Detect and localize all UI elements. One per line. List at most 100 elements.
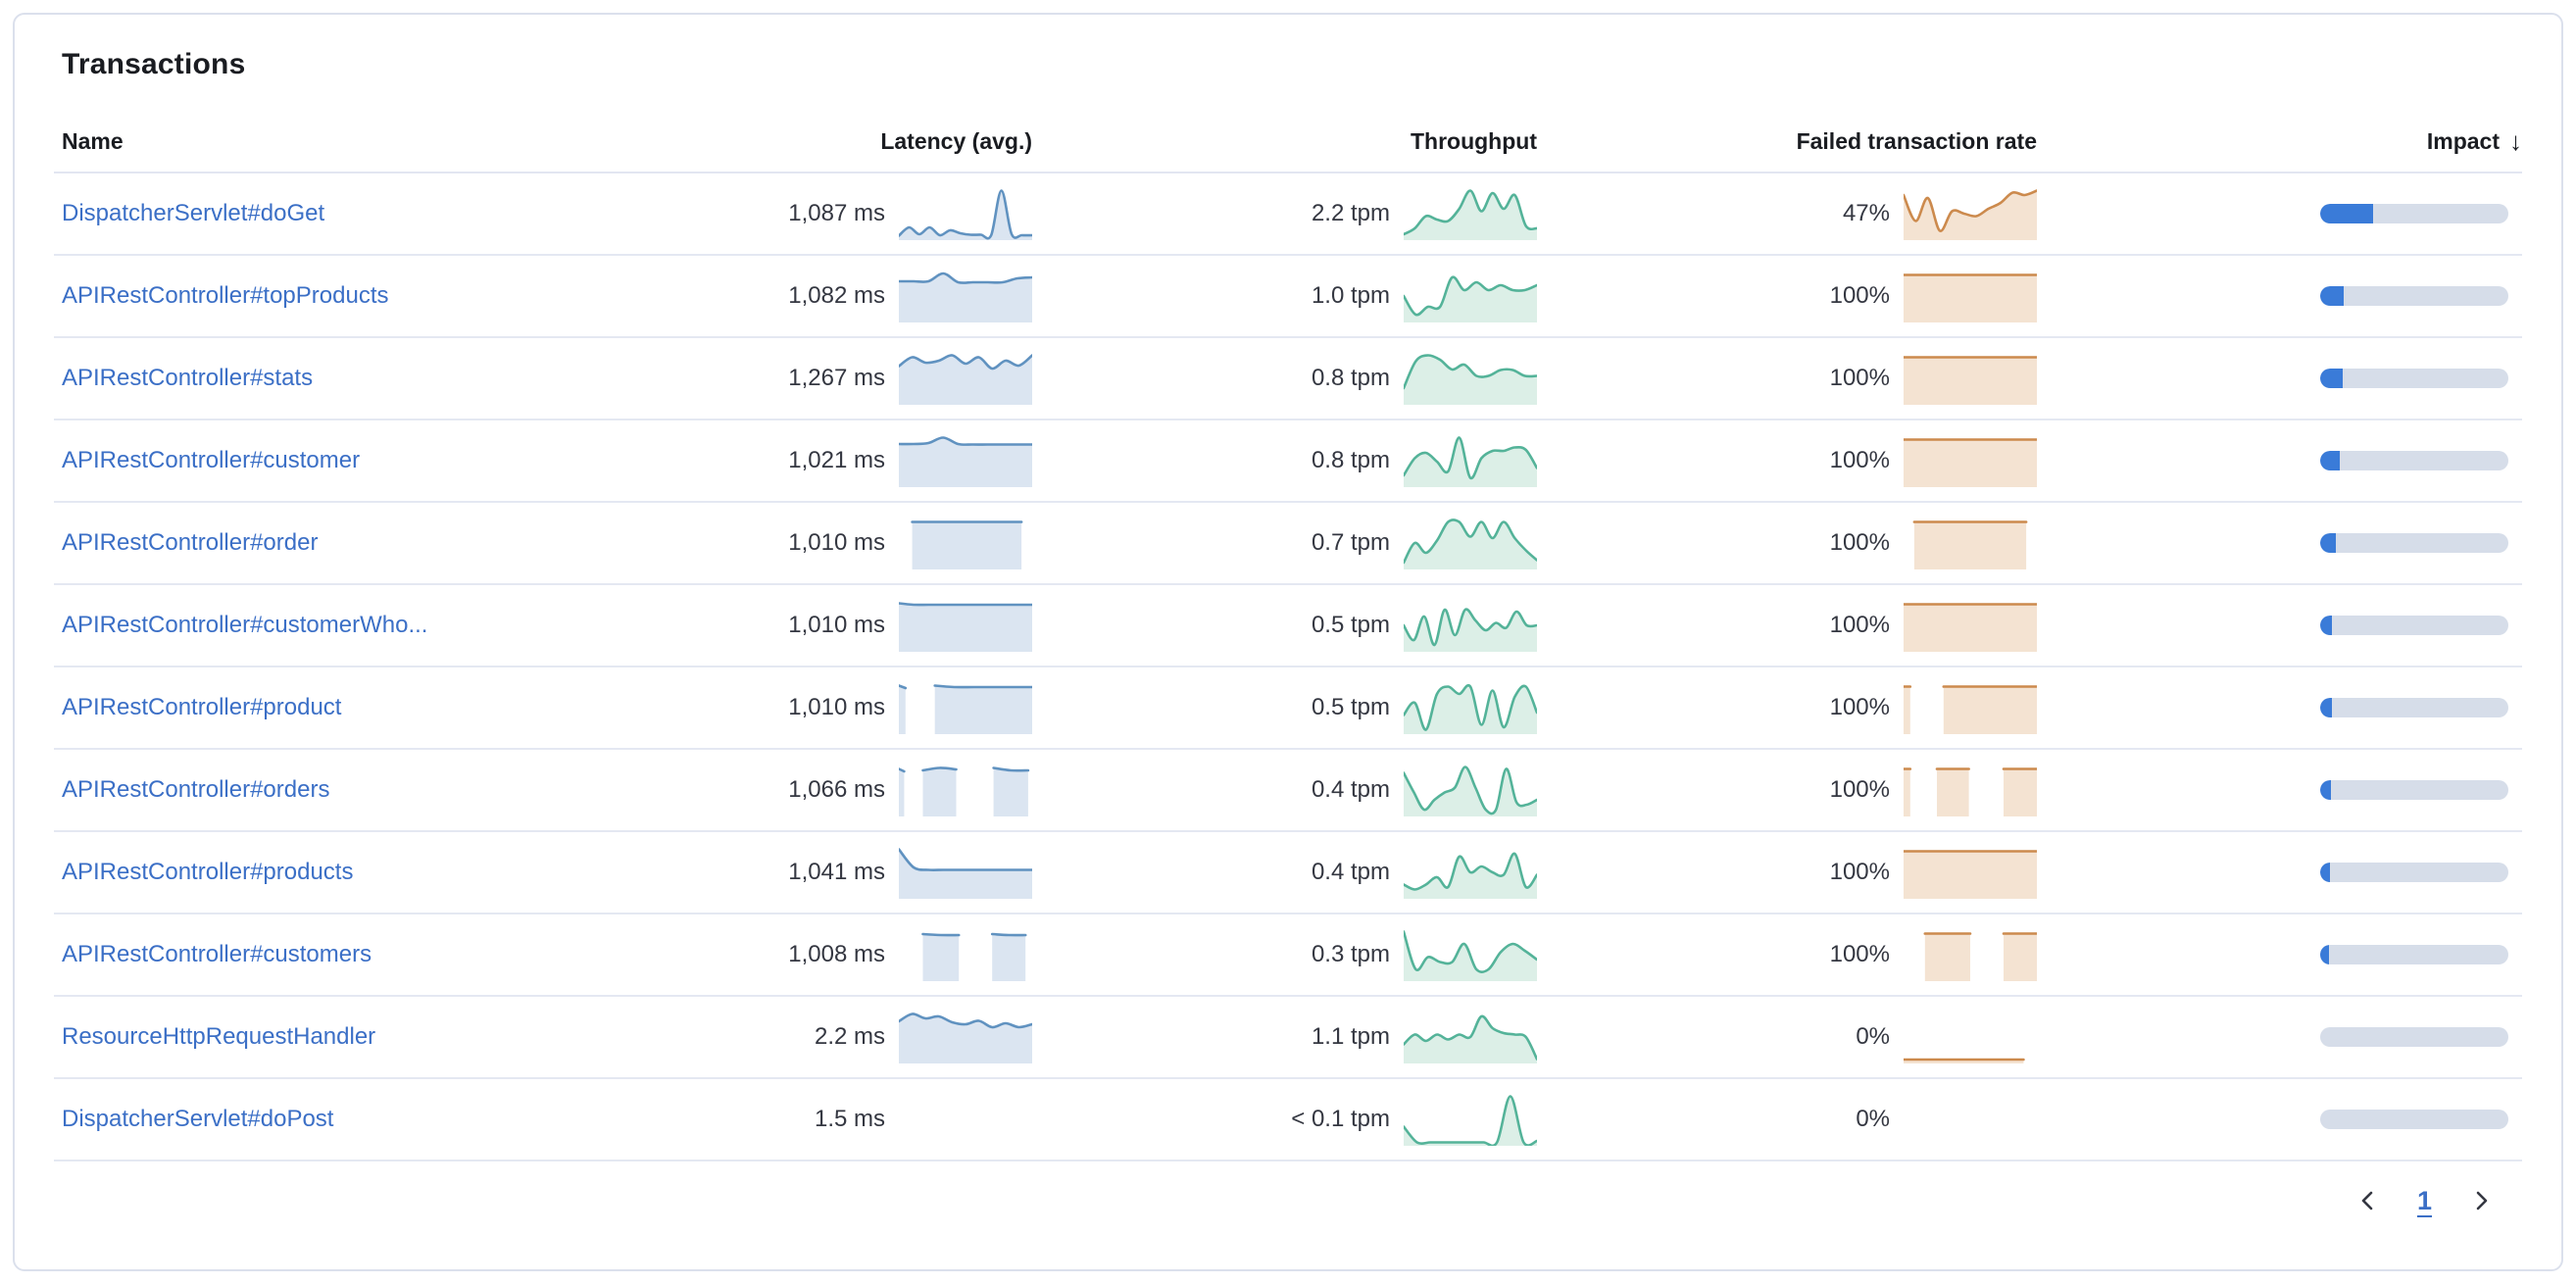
impact-bar-fill bbox=[2320, 945, 2329, 964]
transaction-name-link[interactable]: APIRestController#stats bbox=[62, 365, 314, 391]
transaction-name-link[interactable]: APIRestController#customer bbox=[62, 447, 361, 473]
table-row: ResourceHttpRequestHandler 2.2 ms 1.1 tpm 0… bbox=[54, 997, 2522, 1079]
chevron-right-icon bbox=[2476, 1191, 2488, 1210]
failed-sparkline bbox=[1912, 520, 2028, 569]
latency-sparkline bbox=[899, 189, 1032, 240]
column-header-impact[interactable]: Impact ↓ bbox=[2426, 125, 2522, 156]
column-header-failed-rate[interactable]: Failed transaction rate bbox=[1796, 127, 2037, 154]
latency-sparkline bbox=[899, 1012, 1032, 1063]
column-header-throughput[interactable]: Throughput bbox=[1410, 127, 1537, 154]
latency-sparkline bbox=[899, 436, 1032, 487]
throughput-cell: 0.7 tpm bbox=[1032, 517, 1537, 569]
failed-value: 47% bbox=[1842, 200, 1890, 226]
failed-cell: 100% bbox=[1537, 517, 2037, 569]
table-row: DispatcherServlet#doPost 1.5 ms < 0.1 tpm 0… bbox=[54, 1079, 2522, 1161]
failed-cell: 0% bbox=[1537, 1011, 2037, 1063]
pagination: 1 bbox=[54, 1183, 2522, 1218]
transaction-name-link[interactable]: DispatcherServlet#doGet bbox=[62, 200, 325, 226]
impact-bar bbox=[2320, 616, 2508, 635]
impact-cell bbox=[2037, 451, 2522, 470]
failed-value: 0% bbox=[1856, 1106, 1890, 1132]
column-header-name[interactable]: Name bbox=[62, 127, 124, 154]
impact-bar bbox=[2320, 1110, 2508, 1129]
throughput-sparkline bbox=[1404, 765, 1537, 816]
name-cell: APIRestController#products bbox=[54, 859, 738, 886]
column-header-latency[interactable]: Latency (avg.) bbox=[880, 127, 1032, 154]
failed-cell: 100% bbox=[1537, 434, 2037, 487]
table-body: DispatcherServlet#doGet 1,087 ms 2.2 tpm 47… bbox=[54, 173, 2522, 1161]
failed-value: 100% bbox=[1829, 529, 1890, 556]
impact-bar bbox=[2320, 204, 2508, 223]
transaction-name-link[interactable]: APIRestController#products bbox=[62, 859, 354, 885]
transaction-name-link[interactable]: ResourceHttpRequestHandler bbox=[62, 1023, 376, 1050]
name-cell: APIRestController#topProducts bbox=[54, 282, 738, 310]
failed-sparkline bbox=[1904, 356, 2037, 405]
failed-value: 100% bbox=[1829, 776, 1890, 803]
failed-cell: 100% bbox=[1537, 928, 2037, 981]
table-row: APIRestController#products 1,041 ms 0.4 tp… bbox=[54, 832, 2522, 914]
impact-cell bbox=[2037, 204, 2522, 223]
throughput-sparkline bbox=[1404, 275, 1537, 322]
table-row: APIRestController#customerWho... 1,010 ms… bbox=[54, 585, 2522, 667]
name-cell: APIRestController#customer bbox=[54, 447, 738, 474]
latency-value: 1.5 ms bbox=[814, 1106, 885, 1132]
throughput-value: 2.2 tpm bbox=[1311, 200, 1390, 226]
latency-value: 1,010 ms bbox=[788, 612, 885, 638]
impact-cell bbox=[2037, 1027, 2522, 1047]
latency-sparkline bbox=[911, 520, 1023, 569]
failed-cell: 100% bbox=[1537, 846, 2037, 899]
name-cell: APIRestController#customers bbox=[54, 941, 738, 968]
transaction-name-link[interactable]: APIRestController#product bbox=[62, 694, 342, 720]
failed-sparkline bbox=[1904, 189, 2037, 240]
failed-cell: 100% bbox=[1537, 352, 2037, 405]
name-cell: APIRestController#orders bbox=[54, 776, 738, 804]
impact-bar bbox=[2320, 1027, 2508, 1047]
throughput-sparkline bbox=[1404, 1095, 1537, 1146]
throughput-sparkline bbox=[1404, 930, 1537, 981]
name-cell: APIRestController#stats bbox=[54, 365, 738, 392]
latency-sparkline bbox=[899, 602, 1032, 652]
failed-value: 100% bbox=[1829, 365, 1890, 391]
throughput-cell: 0.5 tpm bbox=[1032, 681, 1537, 734]
transaction-name-link[interactable]: APIRestController#order bbox=[62, 529, 319, 556]
throughput-cell: 0.3 tpm bbox=[1032, 928, 1537, 981]
impact-bar-fill bbox=[2320, 451, 2341, 470]
impact-cell bbox=[2037, 780, 2522, 800]
latency-value: 1,041 ms bbox=[788, 859, 885, 885]
page-number-1[interactable]: 1 bbox=[2416, 1185, 2432, 1215]
failed-value: 100% bbox=[1829, 859, 1890, 885]
latency-value: 1,066 ms bbox=[788, 776, 885, 803]
transaction-name-link[interactable]: DispatcherServlet#doPost bbox=[62, 1106, 334, 1132]
latency-cell: 1,021 ms bbox=[738, 434, 1032, 487]
transaction-name-link[interactable]: APIRestController#topProducts bbox=[62, 282, 389, 309]
impact-bar bbox=[2320, 945, 2508, 964]
impact-bar-fill bbox=[2320, 616, 2333, 635]
impact-cell bbox=[2037, 616, 2522, 635]
failed-sparkline bbox=[1904, 603, 2037, 652]
impact-bar-fill bbox=[2320, 369, 2344, 388]
transaction-name-link[interactable]: APIRestController#orders bbox=[62, 776, 330, 803]
throughput-cell: 0.8 tpm bbox=[1032, 352, 1537, 405]
latency-sparkline bbox=[899, 272, 1032, 322]
latency-value: 1,010 ms bbox=[788, 529, 885, 556]
impact-bar bbox=[2320, 698, 2508, 717]
throughput-value: 0.3 tpm bbox=[1311, 941, 1390, 967]
previous-page-button[interactable] bbox=[2353, 1183, 2382, 1218]
failed-cell: 100% bbox=[1537, 599, 2037, 652]
throughput-cell: 0.8 tpm bbox=[1032, 434, 1537, 487]
table-row: APIRestController#topProducts 1,082 ms 1.0… bbox=[54, 256, 2522, 338]
transaction-name-link[interactable]: APIRestController#customerWho... bbox=[62, 612, 428, 638]
latency-sparkline bbox=[921, 932, 1027, 981]
transactions-panel: Transactions Name Latency (avg.) Through… bbox=[13, 13, 2563, 1271]
transaction-name-link[interactable]: APIRestController#customers bbox=[62, 941, 372, 967]
name-cell: DispatcherServlet#doGet bbox=[54, 200, 738, 227]
throughput-sparkline bbox=[1404, 354, 1537, 405]
chevron-left-icon bbox=[2361, 1191, 2373, 1210]
failed-cell: 0% bbox=[1537, 1093, 2037, 1146]
sort-desc-icon: ↓ bbox=[2509, 125, 2522, 156]
failed-value: 0% bbox=[1856, 1023, 1890, 1050]
throughput-value: 0.7 tpm bbox=[1311, 529, 1390, 556]
next-page-button[interactable] bbox=[2467, 1183, 2497, 1218]
latency-cell: 1,267 ms bbox=[738, 352, 1032, 405]
throughput-sparkline bbox=[1404, 684, 1537, 734]
